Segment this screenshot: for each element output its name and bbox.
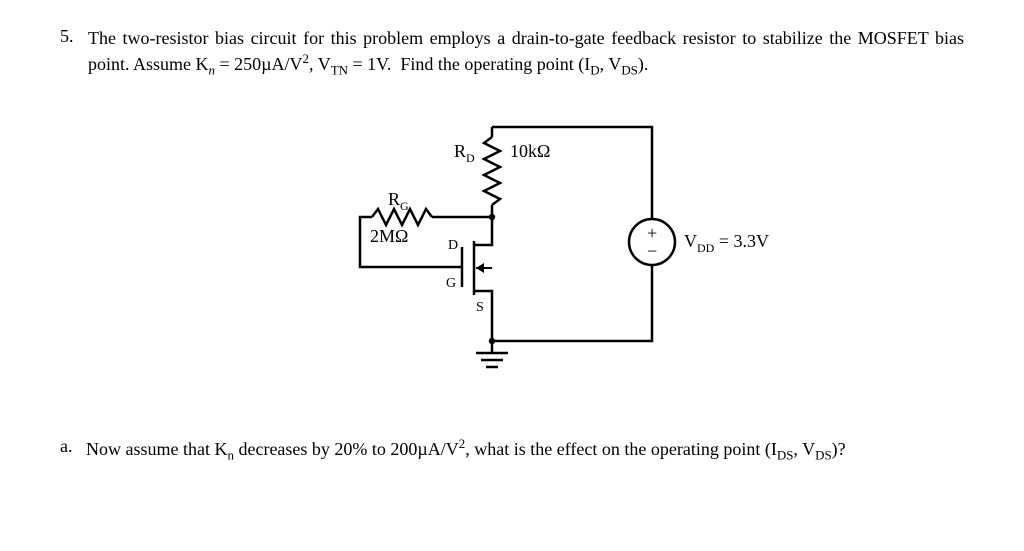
source-plus: + [647,223,657,243]
parta-letter: a. [60,436,86,464]
rd-value: 10kΩ [510,141,550,161]
problem-number: 5. [60,26,88,79]
rd-label: RD [454,141,475,165]
rg-label: RG [388,189,409,213]
rg-value: 2MΩ [370,226,408,246]
pin-d: D [448,238,458,253]
vdd-label: VDD = 3.3V [684,231,769,255]
pin-g: G [446,276,456,291]
source-minus: − [647,241,657,261]
pin-s: S [476,300,484,315]
problem-stem: The two-resistor bias circuit for this p… [88,26,964,79]
parta-text: Now assume that Kn decreases by 20% to 2… [86,436,846,464]
circuit-diagram: RD 10kΩ RG 2MΩ D G [60,97,964,412]
